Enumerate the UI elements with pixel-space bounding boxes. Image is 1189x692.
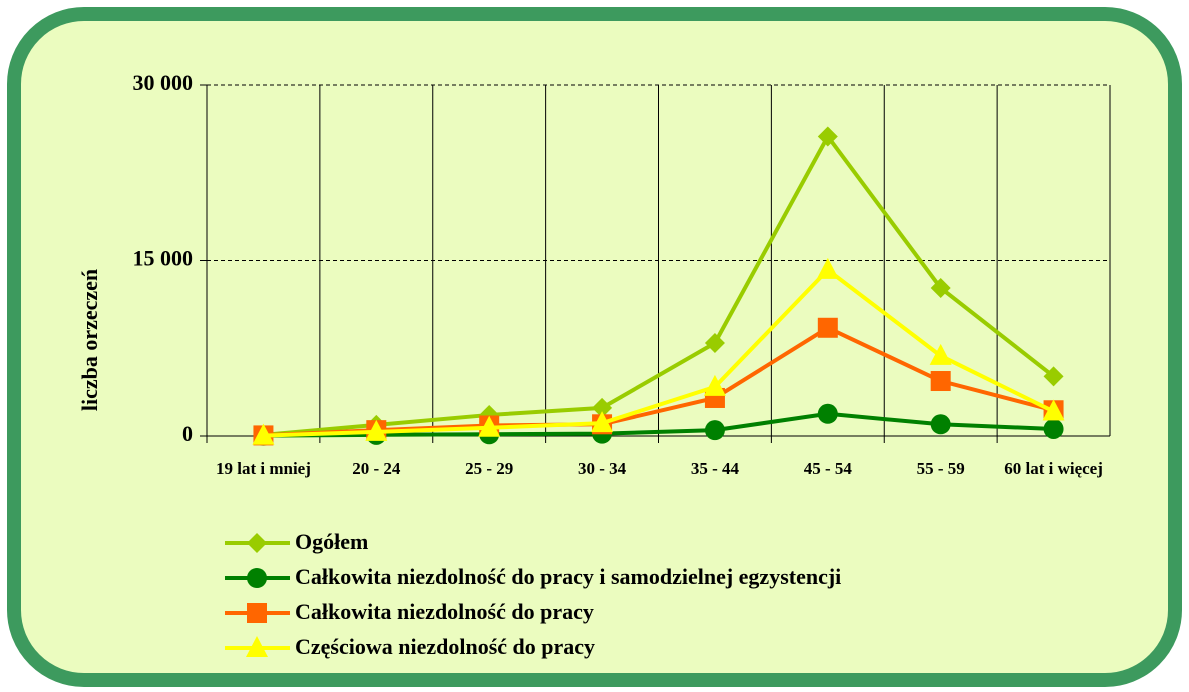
marker xyxy=(930,277,951,298)
x-tick-label: 35 - 44 xyxy=(690,459,740,478)
marker xyxy=(252,423,275,445)
y-tick-label: 0 xyxy=(182,421,193,446)
legend-marker xyxy=(246,636,268,657)
marker xyxy=(478,415,501,437)
series-line xyxy=(263,411,1054,438)
marker xyxy=(592,397,613,418)
legend-label: Całkowita niezdolność do pracy i samodzi… xyxy=(295,564,841,589)
x-tick-label: 45 - 54 xyxy=(803,459,852,478)
marker xyxy=(703,374,726,396)
legend-marker xyxy=(247,603,267,623)
legend-label: Całkowita niezdolność do pracy xyxy=(295,599,594,624)
marker xyxy=(817,126,838,147)
marker xyxy=(816,257,839,279)
series-line xyxy=(263,267,1055,438)
x-tick-label: 19 lat i mniej xyxy=(215,459,311,478)
series-line xyxy=(263,132,1055,437)
y-tick-label: 15 000 xyxy=(133,246,194,271)
legend-marker xyxy=(247,533,267,553)
x-tick-label: 30 - 34 xyxy=(577,459,627,478)
marker xyxy=(591,411,614,433)
x-tick-label: 60 lat i więcej xyxy=(1004,459,1103,478)
marker xyxy=(929,343,952,365)
x-tick-label: 25 - 29 xyxy=(465,459,514,478)
x-tick-label: 55 - 59 xyxy=(916,459,965,478)
marker xyxy=(930,371,951,392)
marker xyxy=(365,419,388,441)
marker xyxy=(1043,366,1064,387)
legend-marker xyxy=(247,568,267,588)
x-tick-label: 20 - 24 xyxy=(352,459,401,478)
marker xyxy=(930,414,951,435)
legend-label: Ogółem xyxy=(295,529,368,554)
y-axis-title: liczba orzeczeń xyxy=(77,269,102,411)
marker xyxy=(704,420,725,441)
marker xyxy=(704,332,725,353)
marker xyxy=(1042,399,1065,421)
marker xyxy=(1043,418,1064,439)
y-tick-label: 30 000 xyxy=(133,70,194,95)
legend-label: Częściowa niezdolność do pracy xyxy=(295,634,595,659)
marker xyxy=(817,403,838,424)
marker xyxy=(817,317,838,338)
